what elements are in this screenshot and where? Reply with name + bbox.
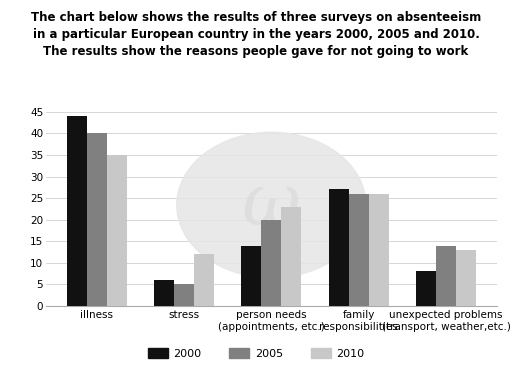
Bar <box>67 116 87 306</box>
Bar <box>436 245 456 306</box>
Bar <box>416 272 436 306</box>
Bar <box>87 134 106 306</box>
Bar <box>174 284 194 306</box>
Legend: 2000, 2005, 2010: 2000, 2005, 2010 <box>143 344 369 364</box>
Bar <box>369 194 389 306</box>
Bar <box>241 245 261 306</box>
Bar <box>194 254 214 306</box>
Bar <box>329 189 349 306</box>
Bar <box>349 194 369 306</box>
Bar <box>154 280 174 306</box>
Bar <box>261 220 282 306</box>
Text: ω: ω <box>242 170 301 240</box>
Bar <box>282 207 302 306</box>
Bar <box>106 155 127 306</box>
Text: The chart below shows the results of three surveys on absenteeism
in a particula: The chart below shows the results of thr… <box>31 11 481 58</box>
Ellipse shape <box>177 132 366 278</box>
Bar <box>456 250 476 306</box>
